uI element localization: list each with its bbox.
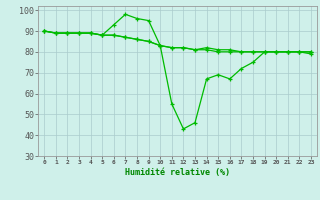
X-axis label: Humidité relative (%): Humidité relative (%) — [125, 168, 230, 177]
